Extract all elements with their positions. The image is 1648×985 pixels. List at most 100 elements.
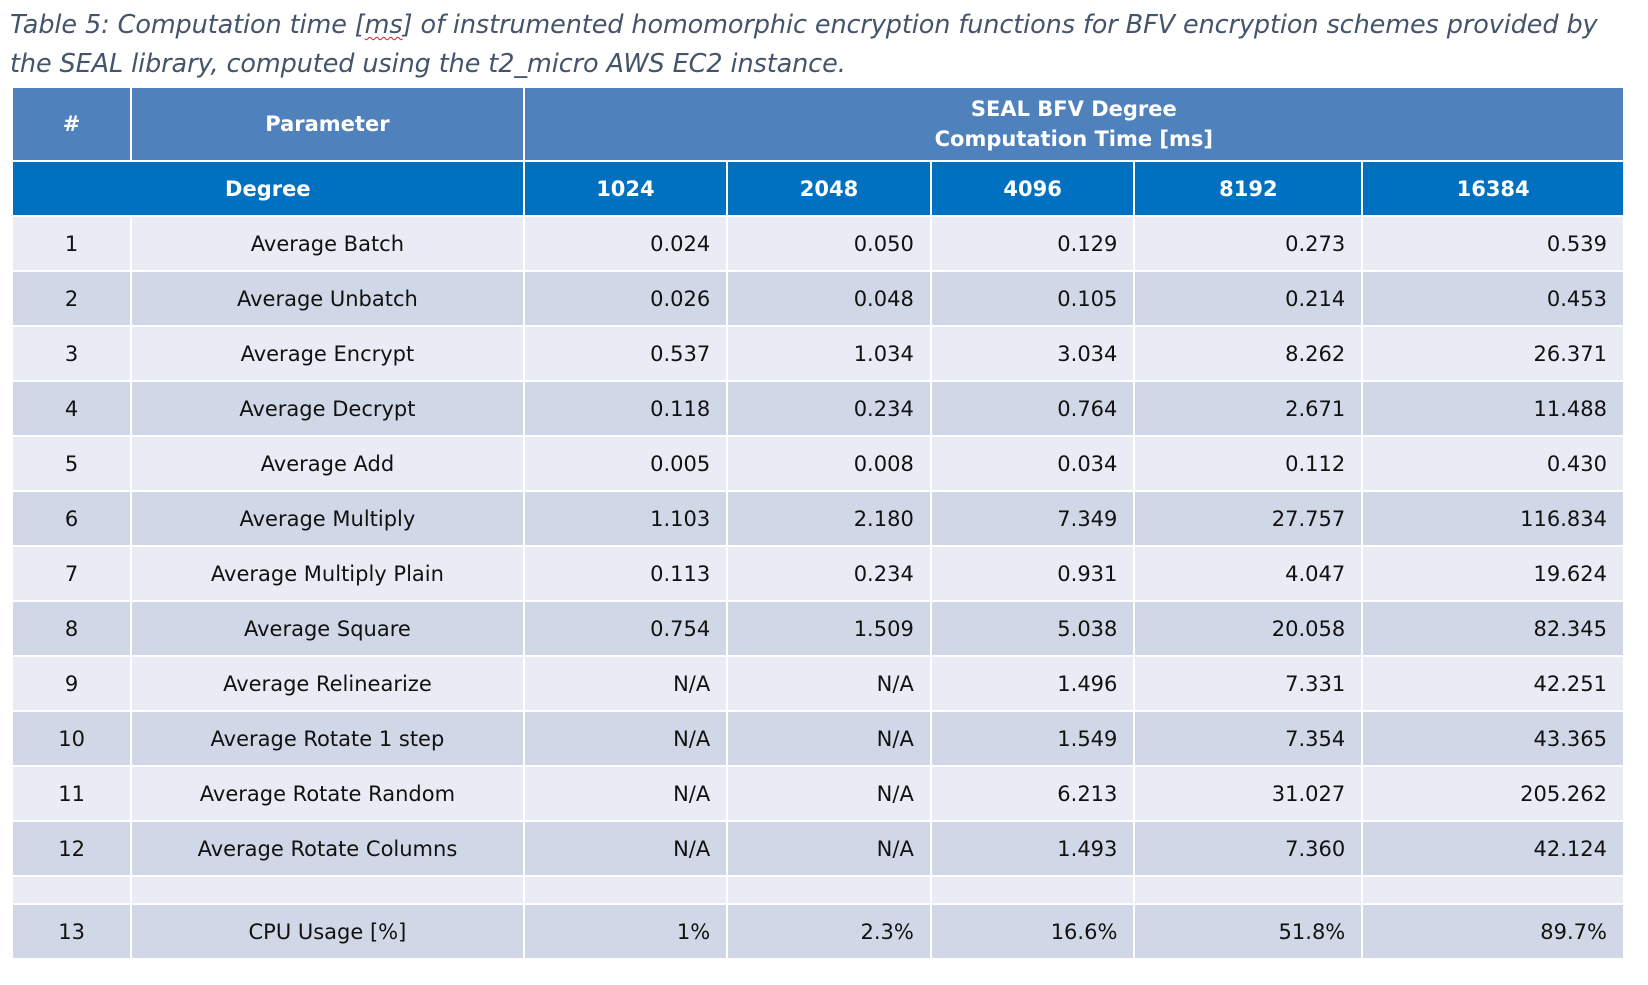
cell-8192: 8.262 — [1133, 325, 1364, 382]
cell-4096: 1.493 — [929, 820, 1136, 877]
cell-16384: 42.124 — [1361, 820, 1625, 877]
spacer-cell — [929, 875, 1136, 905]
row-num: 6 — [10, 490, 133, 547]
row-param: Average Multiply — [130, 490, 525, 547]
row-num: 2 — [10, 270, 133, 327]
row-num: 9 — [10, 655, 133, 712]
cell-16384: 205.262 — [1361, 765, 1625, 822]
header-parameter: Parameter — [130, 86, 525, 162]
cell-8192: 0.273 — [1133, 215, 1364, 272]
row-param: Average Square — [130, 600, 525, 657]
table-row: 3 Average Encrypt 0.537 1.034 3.034 8.26… — [10, 325, 1625, 382]
table-row: 5 Average Add 0.005 0.008 0.034 0.112 0.… — [10, 435, 1625, 492]
table-row: 9 Average Relinearize N/A N/A 1.496 7.33… — [10, 655, 1625, 712]
cell-2048: 1.034 — [726, 325, 932, 382]
cell-2048: 2.180 — [726, 490, 932, 547]
cell-1024: N/A — [522, 820, 729, 877]
cell-4096: 1.549 — [929, 710, 1136, 767]
cell-1024: 0.118 — [522, 380, 729, 437]
cell-2048: 0.234 — [726, 545, 932, 602]
header-group-line2: Computation Time [ms] — [934, 127, 1213, 151]
degree-1024: 1024 — [522, 160, 729, 217]
spacer-row — [10, 875, 1625, 905]
row-num: 12 — [10, 820, 133, 877]
cell-8192: 27.757 — [1133, 490, 1364, 547]
cell-2048: 0.048 — [726, 270, 932, 327]
spacer-cell — [1133, 875, 1364, 905]
spacer-cell — [130, 875, 525, 905]
header-group: SEAL BFV Degree Computation Time [ms] — [522, 86, 1626, 162]
cell-4096: 0.764 — [929, 380, 1136, 437]
spacer-cell — [10, 875, 133, 905]
cpu-usage-row: 13 CPU Usage [%] 1% 2.3% 16.6% 51.8% 89.… — [10, 903, 1625, 960]
table-row: 2 Average Unbatch 0.026 0.048 0.105 0.21… — [10, 270, 1625, 327]
cell-2048: 0.234 — [726, 380, 932, 437]
cell-2048: 0.008 — [726, 435, 932, 492]
degree-4096: 4096 — [929, 160, 1136, 217]
table-row: 4 Average Decrypt 0.118 0.234 0.764 2.67… — [10, 380, 1625, 437]
cell-1024: 0.754 — [522, 600, 729, 657]
cell-16384: 19.624 — [1361, 545, 1625, 602]
cell-8192: 7.360 — [1133, 820, 1364, 877]
cell-16384: 0.430 — [1361, 435, 1625, 492]
cell-1024: 1.103 — [522, 490, 729, 547]
cell-8192: 0.214 — [1133, 270, 1364, 327]
row-param: Average Add — [130, 435, 525, 492]
cell-8192: 7.331 — [1133, 655, 1364, 712]
cell-8192: 7.354 — [1133, 710, 1364, 767]
cell-1024: 1% — [522, 903, 729, 960]
cell-2048: 2.3% — [726, 903, 932, 960]
table-body: 1 Average Batch 0.024 0.050 0.129 0.273 … — [10, 215, 1625, 960]
cell-16384: 89.7% — [1361, 903, 1625, 960]
spacer-cell — [522, 875, 729, 905]
caption-ms-word: ms — [364, 10, 403, 40]
cell-8192: 31.027 — [1133, 765, 1364, 822]
cell-8192: 2.671 — [1133, 380, 1364, 437]
cell-1024: N/A — [522, 765, 729, 822]
cell-1024: 0.024 — [522, 215, 729, 272]
row-num: 7 — [10, 545, 133, 602]
cell-16384: 43.365 — [1361, 710, 1625, 767]
row-param: CPU Usage [%] — [130, 903, 525, 960]
table-caption: Table 5: Computation time [ms] of instru… — [10, 6, 1640, 84]
spacer-cell — [726, 875, 932, 905]
table-row: 12 Average Rotate Columns N/A N/A 1.493 … — [10, 820, 1625, 877]
degree-row: Degree 1024 2048 4096 8192 16384 — [11, 160, 1625, 217]
row-param: Average Decrypt — [130, 380, 525, 437]
cell-4096: 16.6% — [929, 903, 1136, 960]
cell-1024: 0.537 — [522, 325, 729, 382]
cell-2048: N/A — [726, 820, 932, 877]
cell-16384: 11.488 — [1361, 380, 1625, 437]
degree-label: Degree — [11, 160, 525, 217]
caption-text-after: ] of instrumented homomorphic encryption… — [10, 10, 1598, 79]
cell-4096: 6.213 — [929, 765, 1136, 822]
cell-8192: 4.047 — [1133, 545, 1364, 602]
row-param: Average Rotate 1 step — [130, 710, 525, 767]
cell-8192: 20.058 — [1133, 600, 1364, 657]
row-num: 10 — [10, 710, 133, 767]
header-num: # — [10, 86, 133, 162]
row-num: 11 — [10, 765, 133, 822]
cell-2048: 0.050 — [726, 215, 932, 272]
table-row: 11 Average Rotate Random N/A N/A 6.213 3… — [10, 765, 1625, 822]
table-row: 6 Average Multiply 1.103 2.180 7.349 27.… — [10, 490, 1625, 547]
cell-16384: 42.251 — [1361, 655, 1625, 712]
cell-16384: 0.453 — [1361, 270, 1625, 327]
row-param: Average Relinearize — [130, 655, 525, 712]
cell-1024: 0.026 — [522, 270, 729, 327]
cell-1024: 0.005 — [522, 435, 729, 492]
row-param: Average Unbatch — [130, 270, 525, 327]
cell-8192: 51.8% — [1133, 903, 1364, 960]
cell-4096: 5.038 — [929, 600, 1136, 657]
cell-16384: 26.371 — [1361, 325, 1625, 382]
row-num: 13 — [10, 903, 133, 960]
cell-4096: 0.105 — [929, 270, 1136, 327]
cell-1024: 0.113 — [522, 545, 729, 602]
cell-1024: N/A — [522, 710, 729, 767]
cell-16384: 116.834 — [1361, 490, 1625, 547]
cell-2048: N/A — [726, 710, 932, 767]
table-row: 7 Average Multiply Plain 0.113 0.234 0.9… — [10, 545, 1625, 602]
table-row: 1 Average Batch 0.024 0.050 0.129 0.273 … — [10, 215, 1625, 272]
spacer-cell — [1361, 875, 1625, 905]
